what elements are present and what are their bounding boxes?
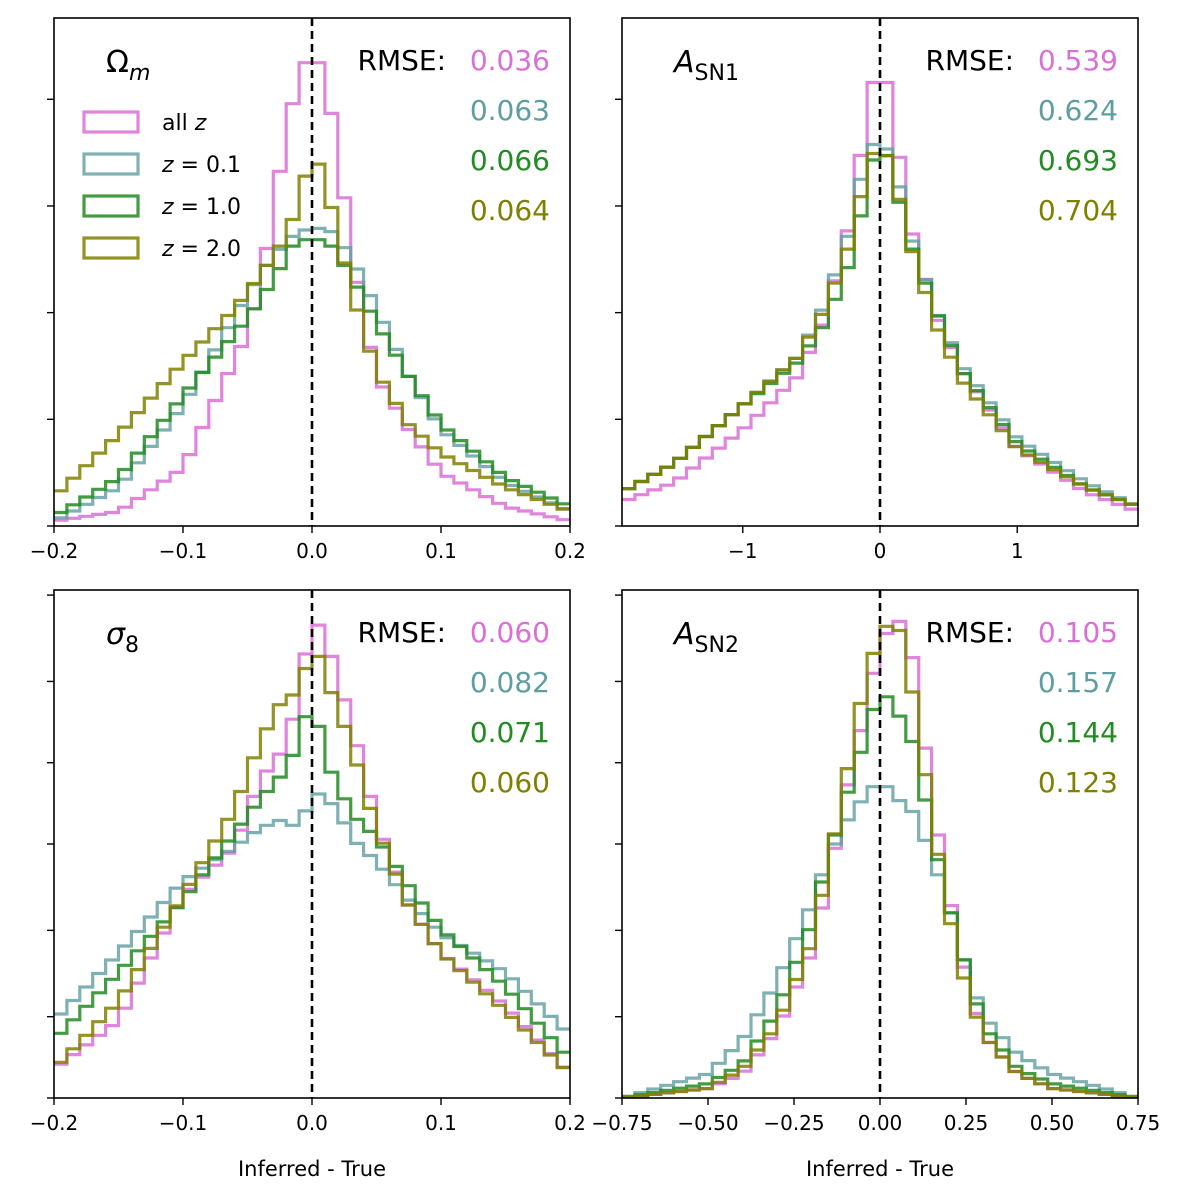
x-tick-label: 0.2 [554,1111,586,1135]
x-tick-label: −0.50 [677,1111,738,1135]
rmse-value-z-1-0: 0.144 [1038,716,1118,749]
rmse-value-all-z: 0.539 [1038,44,1118,77]
hist-all-z [622,80,1138,511]
x-tick-label: 0.75 [1116,1111,1161,1135]
legend-label-z-2-0: z = 2.0 [161,237,241,262]
rmse-value-all-z: 0.060 [470,616,550,649]
rmse-value-z-2-0: 0.704 [1038,194,1118,227]
x-tick-label: 0.1 [425,1111,457,1135]
rmse-value-z-2-0: 0.123 [1038,766,1118,799]
rmse-label: RMSE: [925,44,1014,77]
hist-z-2-0 [622,624,1138,1098]
x-tick-label: 1 [1011,539,1024,563]
x-tick-label: −1 [728,539,757,563]
rmse-value-z-1-0: 0.071 [470,716,550,749]
x-tick-label: −0.1 [159,539,208,563]
x-tick-label: 0.25 [944,1111,989,1135]
rmse-label: RMSE: [357,44,446,77]
panel-1: −0.2 −0.1 0.0 0.1 0.2 Ωm RMSE: 0.036 0.063 0.066 0… [30,17,586,563]
x-tick-label: 0.1 [425,539,457,563]
x-tick-label: 0.50 [1030,1111,1075,1135]
legend-label-z-0-1: z = 0.1 [161,153,241,178]
rmse-value-z-0-1: 0.063 [470,94,550,127]
x-axis-label: Inferred - True [238,1157,386,1181]
panel-label: σ8 [106,617,139,658]
x-tick-label: −0.1 [159,1111,208,1135]
rmse-value-z-0-1: 0.082 [470,666,550,699]
x-tick-label: 0.2 [554,539,586,563]
legend-swatch-z-2-0 [82,236,140,260]
rmse-value-z-1-0: 0.693 [1038,144,1118,177]
hist-z-2-0 [54,162,570,511]
x-tick-label: −0.2 [30,1111,79,1135]
rmse-label: RMSE: [357,616,446,649]
x-tick-label: 0.0 [296,1111,328,1135]
x-tick-label: 0.00 [858,1111,903,1135]
rmse-value-z-0-1: 0.624 [1038,94,1118,127]
legend-swatch-z-1-0 [82,194,140,218]
legend-label-z-1-0: z = 1.0 [161,195,241,220]
x-tick-label: −0.75 [591,1111,652,1135]
rmse-value-z-0-1: 0.157 [1038,666,1118,699]
legend-label-all-z: all z [162,111,207,136]
x-axis-label: Inferred - True [806,1157,954,1181]
panel-4: −0.75 −0.50 −0.25 0.00 0.25 0.50 0.75 Inferred … [591,589,1161,1181]
x-tick-label: 0 [874,539,887,563]
rmse-value-all-z: 0.105 [1038,616,1118,649]
legend-swatch-z-0-1 [82,152,140,176]
panel-2: −1 0 1 ASN1 RMSE: 0.539 0.624 0.693 0.704 [615,17,1139,563]
legend-swatch-all-z [82,110,140,134]
x-tick-label: 0.0 [296,539,328,563]
panel-label: ASN2 [672,617,739,658]
rmse-value-z-2-0: 0.060 [470,766,550,799]
x-tick-label: −0.25 [763,1111,824,1135]
panel-label: Ωm [106,45,150,86]
rmse-value-z-2-0: 0.064 [470,194,550,227]
rmse-value-all-z: 0.036 [470,44,550,77]
panel-3: −0.2 −0.1 0.0 0.1 0.2 Inferred - True σ8 RMSE: 0… [30,589,586,1181]
legend: all z z = 0.1 z = 1.0 z = 2.0 [82,110,241,262]
x-tick-label: −0.2 [30,539,79,563]
panel-label: ASN1 [672,45,739,86]
rmse-value-z-1-0: 0.066 [470,144,550,177]
rmse-label: RMSE: [925,616,1014,649]
